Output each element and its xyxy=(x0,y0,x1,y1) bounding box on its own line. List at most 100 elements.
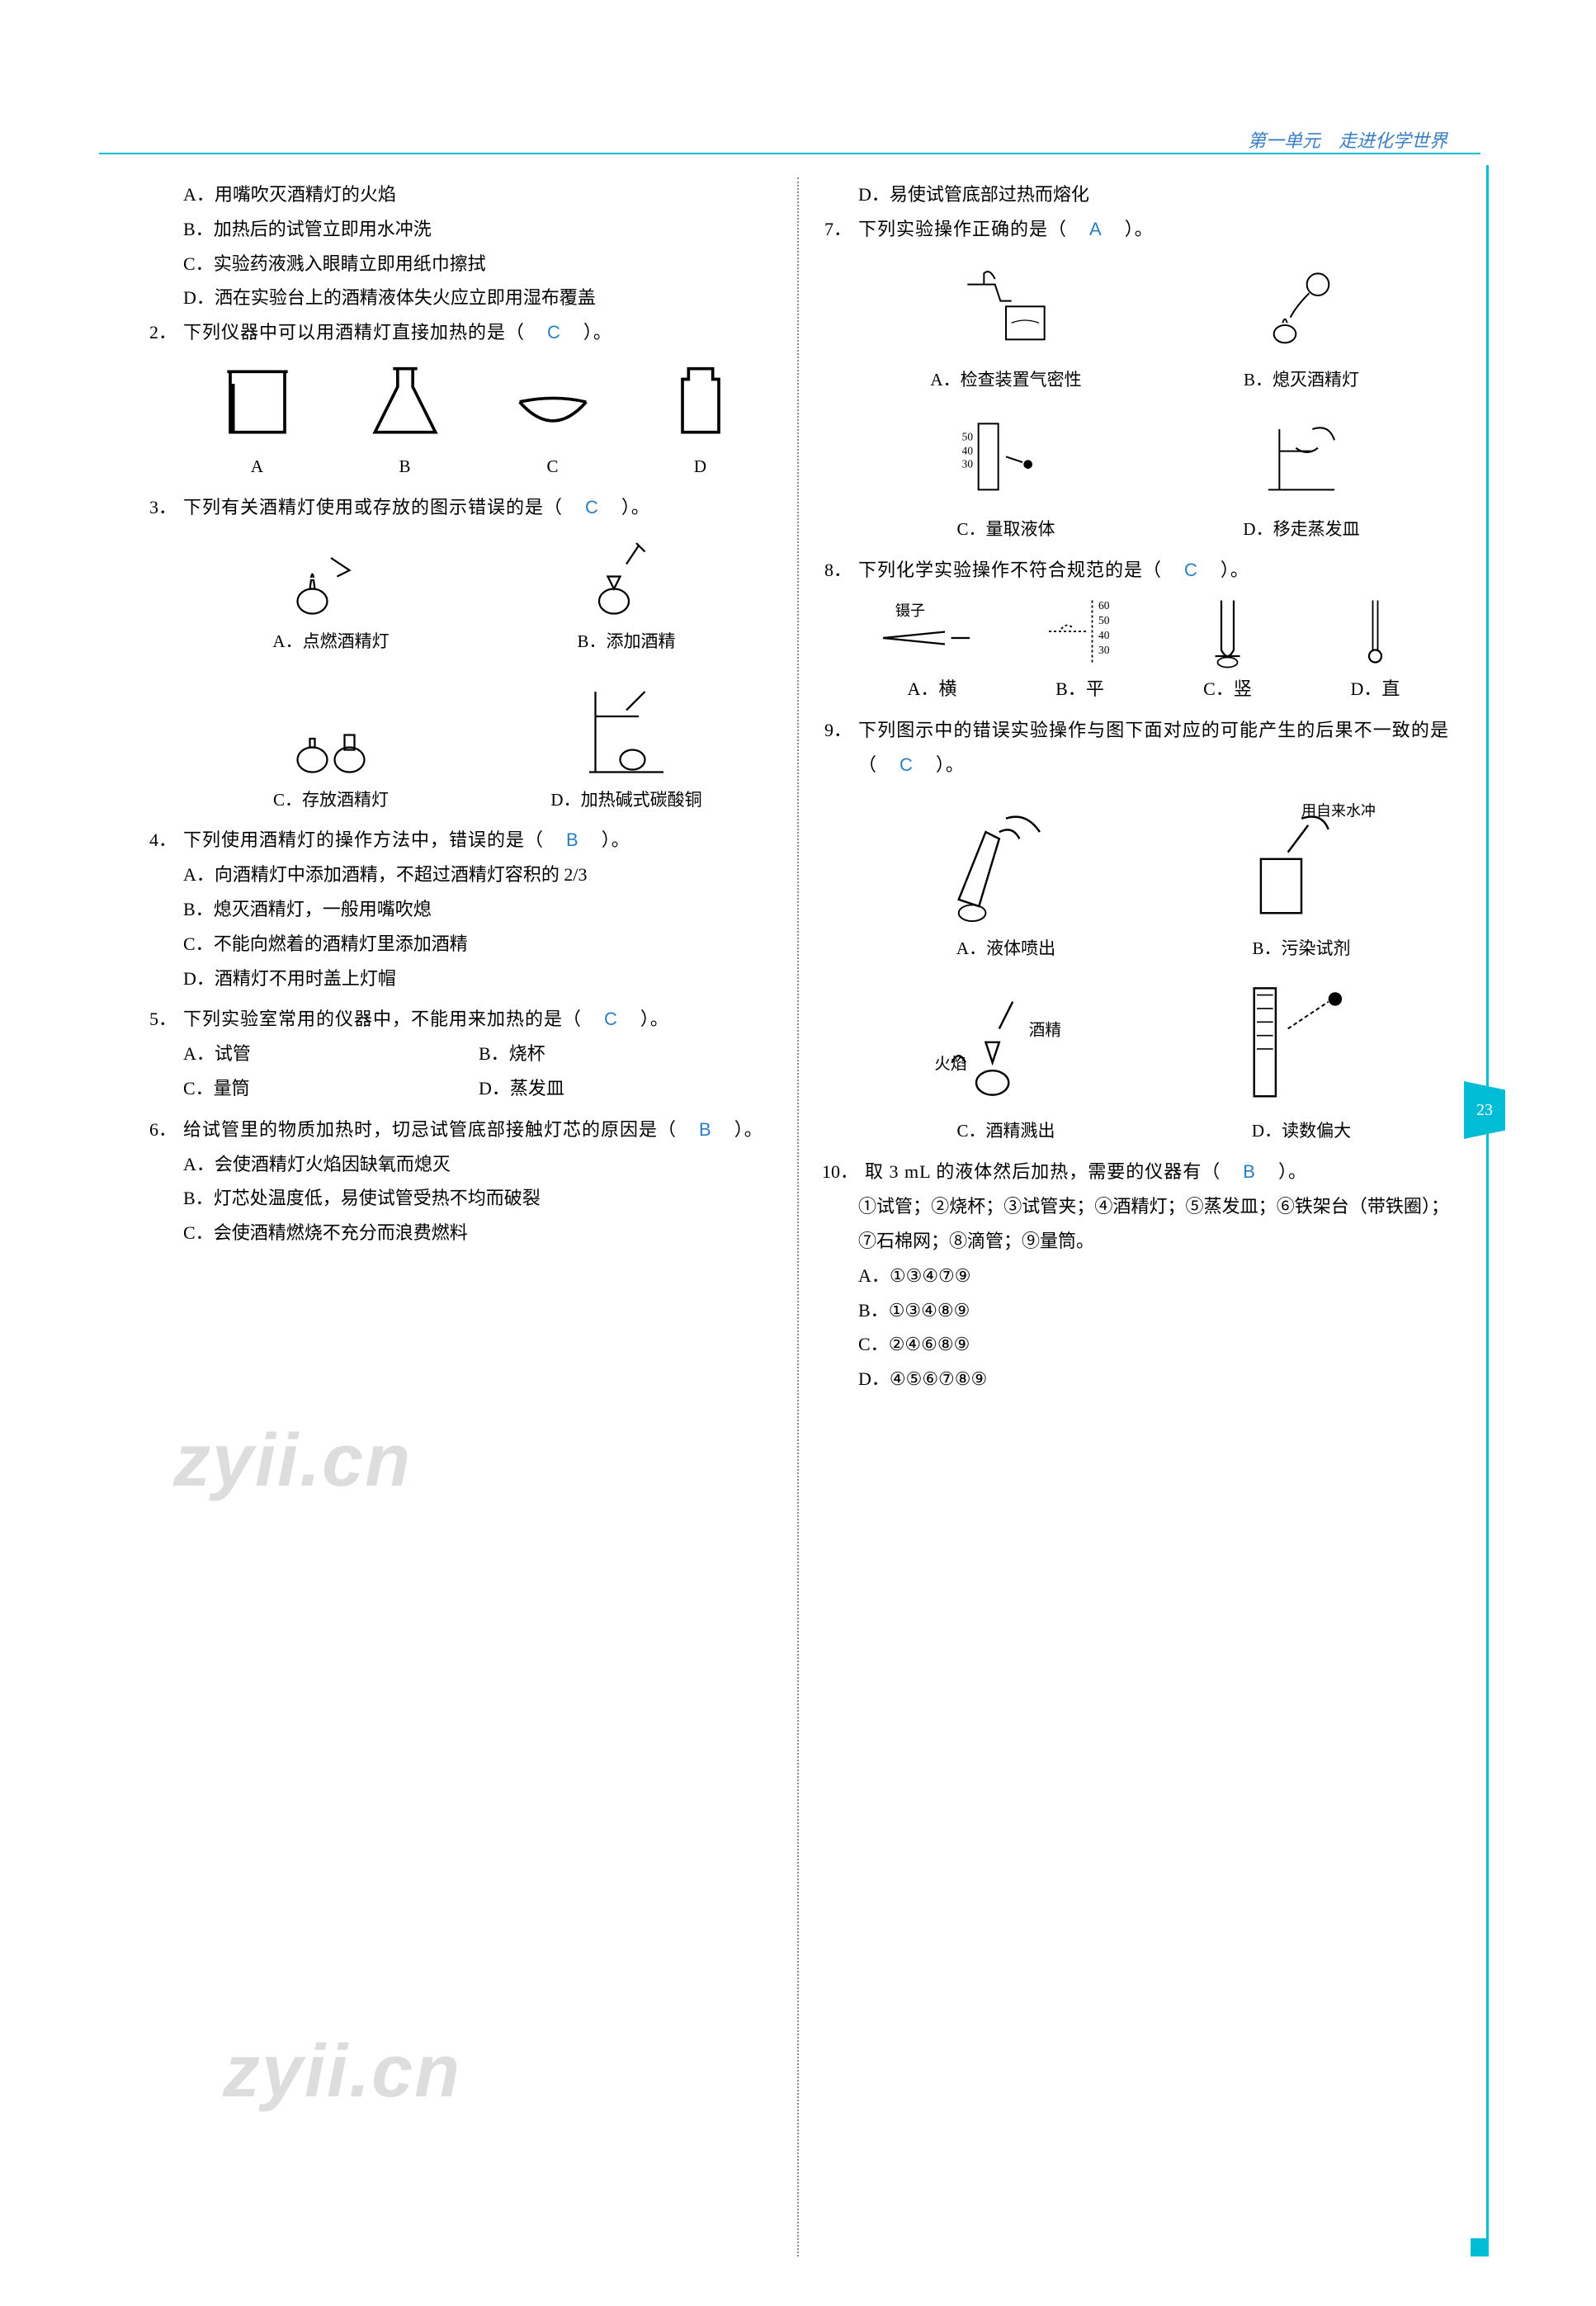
question-4: 4． 下列使用酒精灯的操作方法中，错误的是（ B ）。 A．向酒精灯中添加酒精，… xyxy=(147,823,774,995)
answer: B xyxy=(696,1119,715,1140)
opt-text: 灯芯处温度低，易使试管受热不均而破裂 xyxy=(214,1181,541,1216)
opt-letter: D． xyxy=(858,1362,890,1396)
thermometer-icon xyxy=(1347,594,1405,669)
opt-text: 加热后的试管立即用水冲洗 xyxy=(214,212,432,247)
q-stem: 下列图示中的错误实验操作与图下面对应的可能产生的后果不一致的是（ C ）。 xyxy=(858,713,1449,782)
q2-images: A B C D xyxy=(147,357,774,484)
opt-text: 易使试管底部过热而熔化 xyxy=(890,177,1089,212)
opt-letter: B． xyxy=(183,1181,214,1216)
item-list: ①试管；②烧杯；③试管夹；④酒精灯；⑤蒸发皿；⑥铁架台（带铁圈）；⑦石棉网；⑧滴… xyxy=(858,1189,1449,1259)
side-accent-line xyxy=(1486,165,1489,2256)
answer: C xyxy=(1181,560,1202,580)
content-area: A．用嘴吹灭酒精灯的火焰 B．加热后的试管立即用水冲洗 C．实验药液溅入眼睛立即… xyxy=(124,177,1472,2256)
opt-letter: D． xyxy=(858,177,890,212)
read-high-icon xyxy=(1227,971,1376,1112)
q-stem: 取 3 mL 的液体然后加热，需要的仪器有（ B ）。 xyxy=(865,1155,1449,1189)
svg-text:50: 50 xyxy=(1098,614,1110,626)
svg-text:30: 30 xyxy=(1098,644,1110,656)
question-7: 7． 下列实验操作正确的是（ A ）。 A．检查装置气密性 B．熄灭酒精灯 50… xyxy=(822,212,1449,547)
q5-opts: A．试管 B．烧杯 xyxy=(147,1037,774,1071)
tweezers-icon: 镊子 xyxy=(871,594,994,669)
img-caption: A．液体喷出 xyxy=(956,933,1055,966)
q-stem: 下列有关酒精灯使用或存放的图示错误的是（ C ）。 xyxy=(183,490,774,525)
opt: D．蒸发皿 xyxy=(479,1071,774,1106)
cap: A．横 xyxy=(858,672,1006,706)
question-9: 9． 下列图示中的错误实验操作与图下面对应的可能产生的后果不一致的是（ C ）。… xyxy=(822,713,1449,1148)
opt-text: 会使酒精灯火焰因缺氧而熄灭 xyxy=(215,1147,451,1182)
img-caption: C xyxy=(546,451,558,484)
answer: A xyxy=(1086,219,1106,239)
opt-letter: B． xyxy=(858,1293,889,1328)
move-dish-icon xyxy=(1252,403,1351,510)
img-caption: D xyxy=(694,451,706,484)
svg-text:30: 30 xyxy=(962,458,974,470)
q-num: 5． xyxy=(147,1002,183,1037)
cap: D．直 xyxy=(1301,672,1449,706)
img-caption: B．熄灭酒精灯 xyxy=(1244,364,1359,397)
q-num: 4． xyxy=(147,823,183,858)
opt-text: ②④⑥⑧⑨ xyxy=(889,1327,970,1362)
opt-text: 不能向燃着的酒精灯里添加酒精 xyxy=(214,927,468,962)
opt-text: 向酒精灯中添加酒精，不超过酒精灯容积的 2/3 xyxy=(215,858,588,892)
q-stem: 下列实验室常用的仪器中，不能用来加热的是（ C ）。 xyxy=(183,1002,774,1037)
img-caption: D．读数偏大 xyxy=(1252,1115,1351,1148)
question-2: 2． 下列仪器中可以用酒精灯直接加热的是（ C ）。 A B C D xyxy=(147,315,774,484)
left-column: A．用嘴吹灭酒精灯的火焰 B．加热后的试管立即用水冲洗 C．实验药液溅入眼睛立即… xyxy=(124,177,799,2256)
blow-lamp-icon xyxy=(1252,253,1351,361)
svg-text:40: 40 xyxy=(1098,629,1110,641)
footer-square xyxy=(1471,2238,1489,2256)
question-3: 3． 下列有关酒精灯使用或存放的图示错误的是（ C ）。 A．点燃酒精灯 B．添… xyxy=(147,490,774,817)
balance-icon: 60 50 40 30 xyxy=(1035,594,1126,669)
q-stem: 下列实验操作正确的是（ A ）。 xyxy=(858,212,1449,247)
opt-text: 酒精灯不用时盖上灯帽 xyxy=(215,962,396,996)
q1-options: A．用嘴吹灭酒精灯的火焰 B．加热后的试管立即用水冲洗 C．实验药液溅入眼睛立即… xyxy=(147,177,774,315)
opt-text: 熄灭酒精灯，一般用嘴吹熄 xyxy=(214,892,432,927)
q3-images-row1: A．点燃酒精灯 B．添加酒精 xyxy=(147,532,774,659)
opt-letter: A． xyxy=(183,177,215,212)
q-num: 2． xyxy=(147,315,183,350)
opt-letter: B． xyxy=(183,212,214,247)
q3-images-row2: C．存放酒精灯 D．加热碱式碳酸铜 xyxy=(147,665,774,817)
q-stem: 下列使用酒精灯的操作方法中，错误的是（ B ）。 xyxy=(183,823,774,858)
store-lamp-icon xyxy=(281,665,380,781)
question-10: 10． 取 3 mL 的液体然后加热，需要的仪器有（ B ）。 ①试管；②烧杯；… xyxy=(822,1155,1449,1396)
svg-text:40: 40 xyxy=(962,445,974,457)
q-num: 10． xyxy=(822,1155,865,1189)
dish-icon xyxy=(503,357,602,447)
answer: B xyxy=(563,829,583,850)
opt-text: ④⑤⑥⑦⑧⑨ xyxy=(890,1362,987,1396)
img-caption: A．检查装置气密性 xyxy=(930,364,1081,397)
svg-text:60: 60 xyxy=(1098,599,1110,612)
contaminate-icon: 用自来水冲洗过的滴管 xyxy=(1227,789,1376,929)
answer: C xyxy=(582,497,602,517)
opt-letter: C． xyxy=(183,1216,214,1250)
opt-text: 用嘴吹灭酒精灯的火焰 xyxy=(215,177,396,212)
bottle-icon xyxy=(651,357,750,447)
svg-text:镊子: 镊子 xyxy=(895,602,925,619)
img-caption: A xyxy=(251,451,263,484)
q-num: 9． xyxy=(822,713,858,782)
question-8: 8． 下列化学实验操作不符合规范的是（ C ）。 镊子 60504030 A．横… xyxy=(822,553,1449,706)
cylinder-read-icon: 504030 xyxy=(956,403,1055,510)
opt-letter: B． xyxy=(183,892,214,927)
opt-letter: C． xyxy=(183,247,214,281)
airtight-icon xyxy=(956,253,1055,361)
img-caption: C．量取液体 xyxy=(956,513,1055,546)
question-6: 6． 给试管里的物质加热时，切忌试管底部接触灯芯的原因是（ B ）。 A．会使酒… xyxy=(147,1113,774,1250)
img-caption: B xyxy=(399,451,410,484)
opt-letter: C． xyxy=(858,1327,889,1362)
img-caption: A．点燃酒精灯 xyxy=(272,626,389,659)
vertical-tube-icon xyxy=(1191,594,1265,669)
question-5: 5． 下列实验室常用的仪器中，不能用来加热的是（ C ）。 A．试管 B．烧杯 … xyxy=(147,1002,774,1105)
light-lamp-icon xyxy=(281,532,380,622)
opt: A．试管 xyxy=(183,1037,479,1071)
opt-text: 实验药液溅入眼睛立即用纸巾擦拭 xyxy=(214,247,486,281)
add-alcohol-icon xyxy=(577,532,676,622)
spill-icon: 火焰酒精 xyxy=(932,971,1080,1112)
opt-letter: A． xyxy=(858,1259,890,1293)
img-caption: D．移走蒸发皿 xyxy=(1243,513,1359,546)
opt-letter: A． xyxy=(183,858,215,892)
img-caption: D．加热碱式碳酸铜 xyxy=(550,784,701,817)
cap: B．平 xyxy=(1006,672,1154,706)
opt-letter: A． xyxy=(183,1147,215,1182)
